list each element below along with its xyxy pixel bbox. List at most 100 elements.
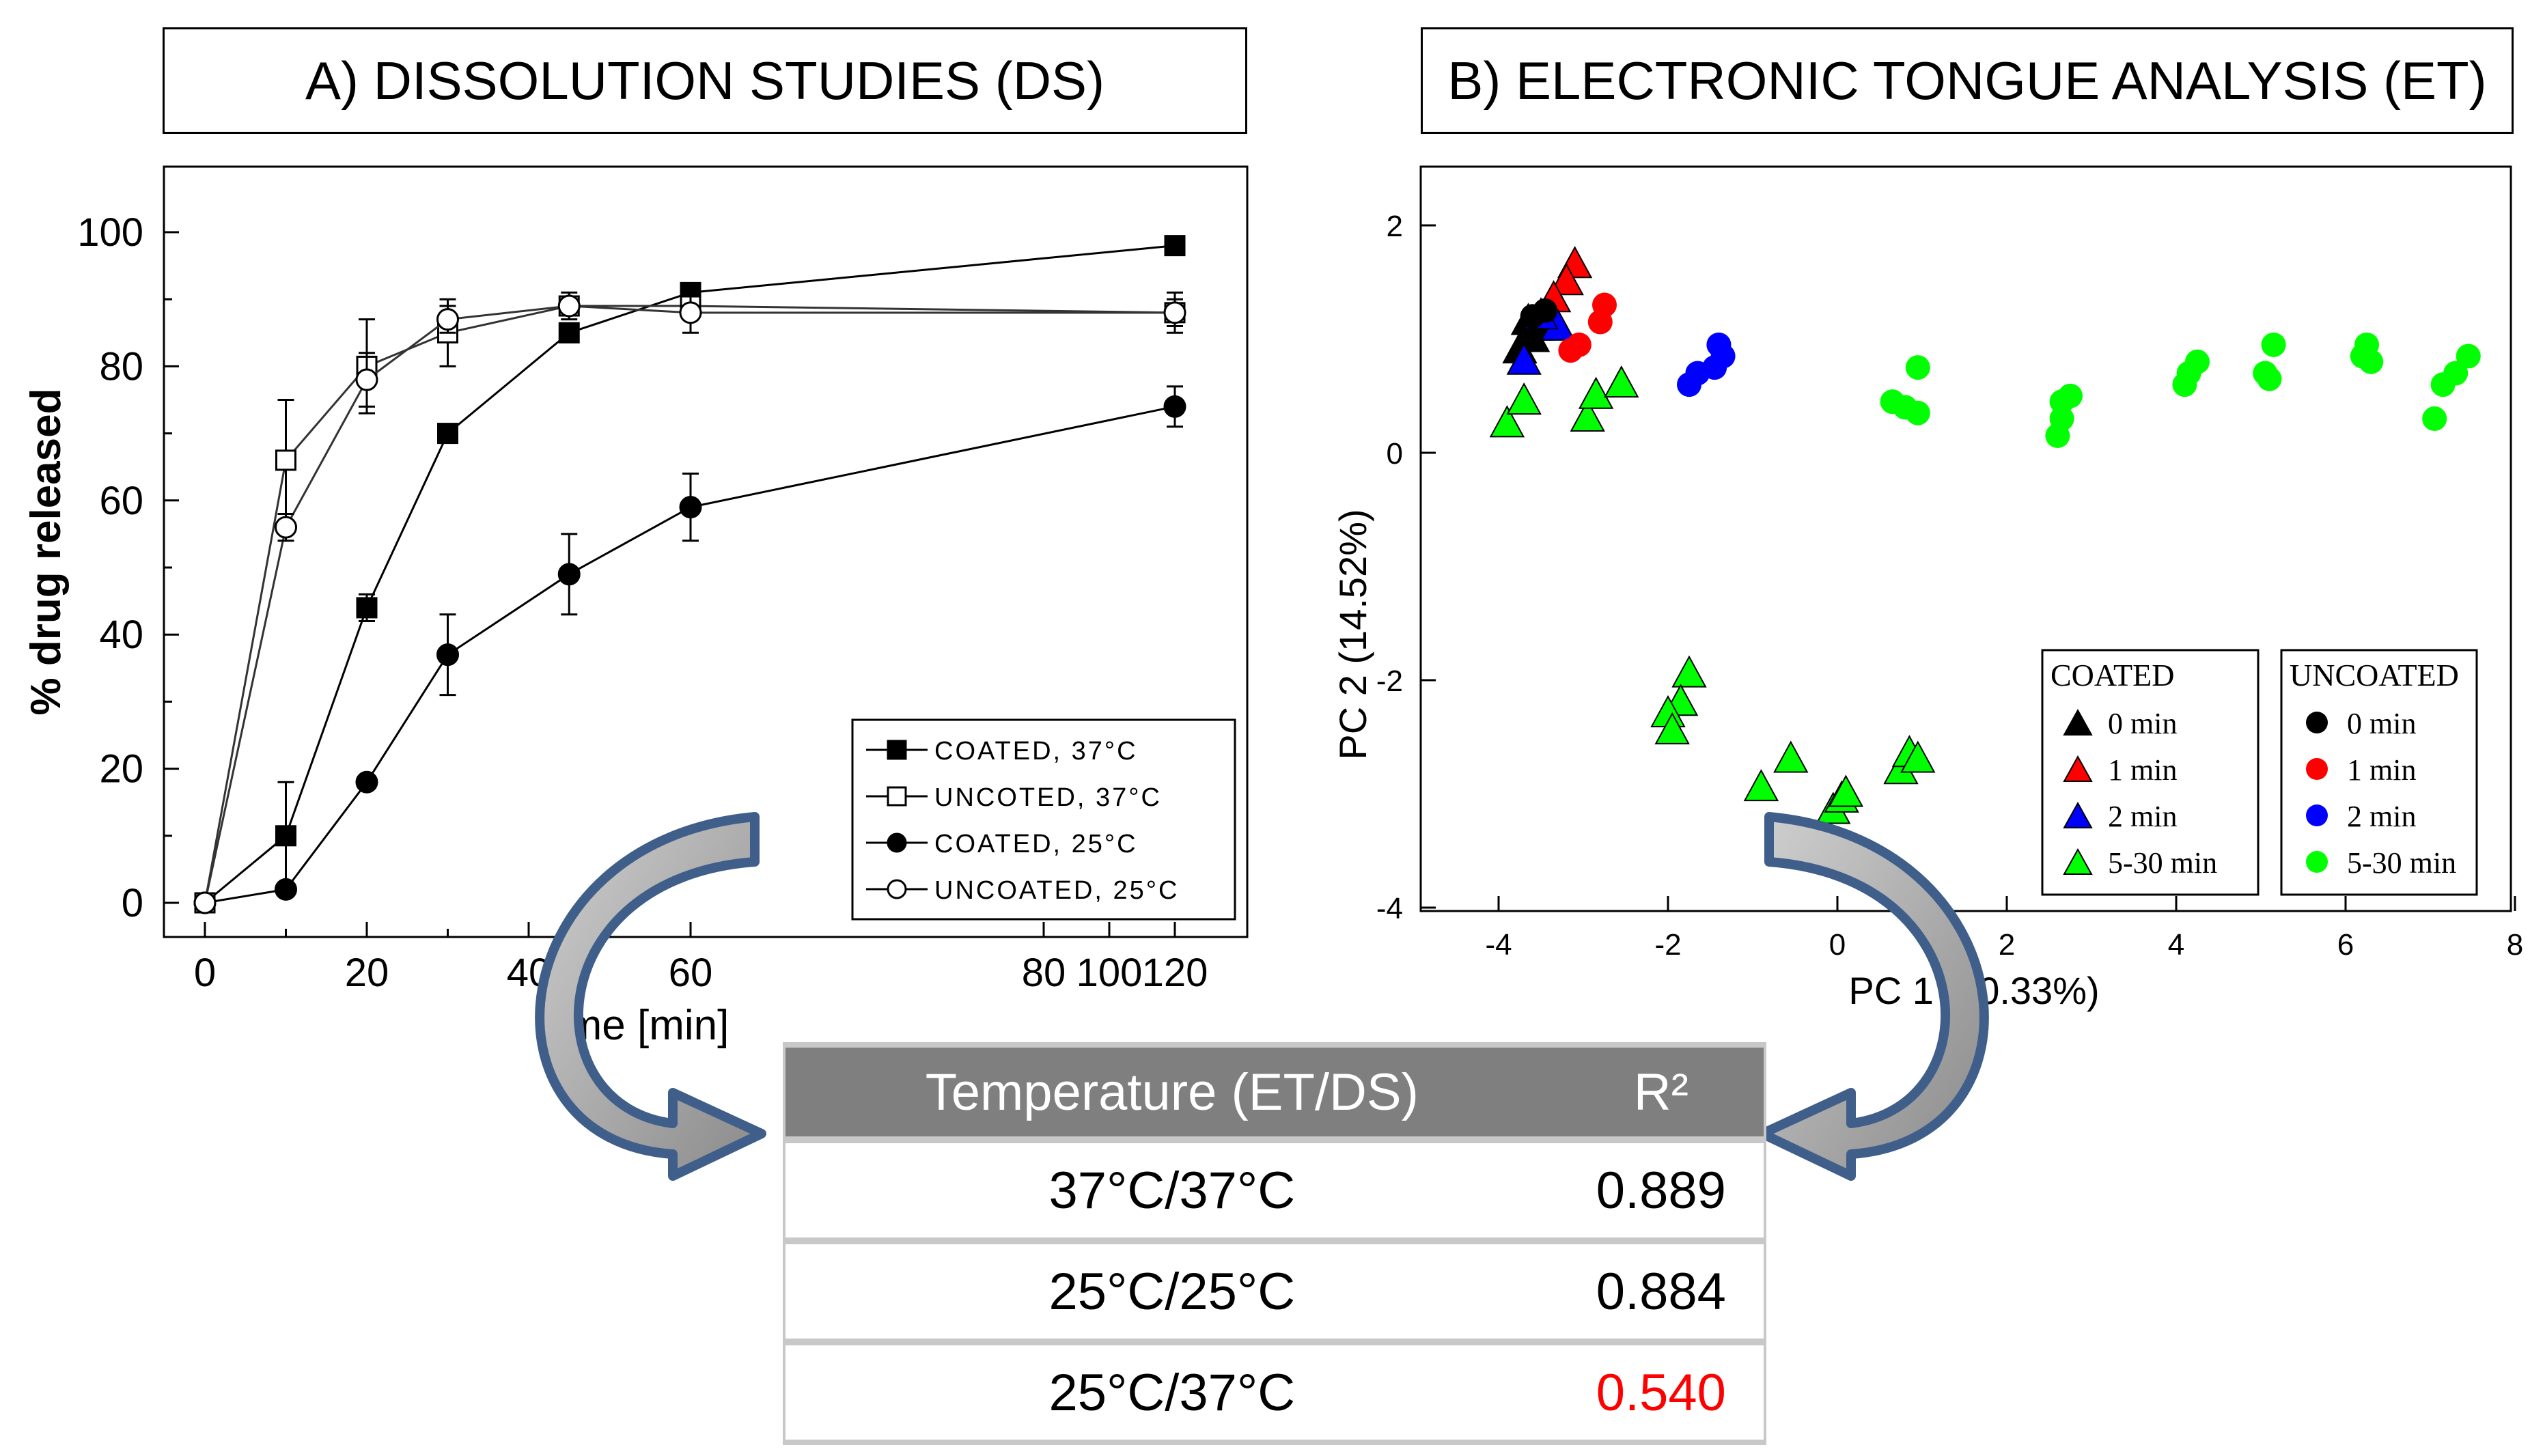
data-point [2058,383,2083,408]
data-point [275,825,296,847]
data-point [436,308,459,331]
data-point [355,368,378,391]
y-tick-label: 60 [99,479,143,523]
data-point [1587,309,1613,335]
data-point [1506,382,1542,415]
circle-series-3 [1677,332,1736,397]
data-point [437,423,458,445]
legend-label: COATED, 37°C [934,737,1138,766]
legend-marker [2063,755,2093,782]
data-point [557,294,581,318]
data-point [1743,769,1779,802]
x-tick-label: 120 [1142,951,1208,995]
legend-marker [887,740,907,760]
data-point [1506,342,1542,375]
data-point [2257,366,2282,391]
data-point [1671,655,1707,688]
legend-title: UNCOATED [2290,658,2459,692]
legend-marker [2063,801,2093,828]
legend-marker [887,832,907,853]
legend: COATED, 37°C UNCOTED, 37°C COATED, 25°C UNC… [851,718,1236,921]
legend-label: UNCOTED, 37°C [934,783,1162,812]
data-point [2049,406,2074,432]
y-tick-label: 100 [77,210,143,255]
legend-label: 1 min [2347,753,2416,787]
legend-label: 2 min [2108,800,2177,833]
data-point [1489,405,1525,438]
data-point [679,301,702,324]
table-row: 37°C/37°C 0.889 [786,1139,1764,1237]
data-point [1164,235,1186,257]
legend-label: 1 min [2108,753,2177,787]
legend-label: COATED, 25°C [934,830,1138,858]
data-point [1548,263,1584,296]
data-point [679,496,702,519]
data-point [356,597,378,619]
x-tick-label: 60 [669,951,713,995]
y-tick-label: -2 [1376,664,1403,698]
data-point [1900,740,1936,773]
legend-label: UNCOATED, 25°C [934,876,1179,905]
data-point [436,643,459,667]
legend-marker [2306,712,2328,733]
triangle-series-4 [1489,365,1936,824]
legend-label: 0 min [2108,707,2177,740]
data-point [1163,395,1186,418]
row-1-r2: 0.889 [1558,1139,1764,1237]
data-point [2443,361,2469,386]
y-tick-label: 2 [1387,210,1403,243]
x-tick-label: 20 [345,951,389,995]
data-point [558,322,580,344]
y-tick-label: -4 [1376,892,1403,925]
table-header-row: Temperature (ET/DS) R² [786,1048,1764,1136]
data-point [1533,298,1558,323]
x-tick-label: 2 [1999,928,2015,962]
panel-b-title-text: B) ELECTRONIC TONGUE ANALYSIS (ET) [1447,50,2487,111]
x-tick-label: 0 [1829,928,1846,962]
legend-marker [2306,758,2328,780]
right-curved-arrow [1757,812,1989,1181]
data-point [1710,344,1736,369]
col-temperature-header: Temperature (ET/DS) [786,1048,1559,1136]
col-r2-header: R² [1558,1048,1764,1136]
panel-a-title: A) DISSOLUTION STUDIES (DS) [163,27,1247,134]
y-tick-label: 80 [99,344,143,389]
left-curved-arrow [535,812,766,1181]
legend-marker [2063,848,2093,875]
row-2-temperature: 25°C/25°C [786,1240,1559,1339]
y-axis-label: % drug released [23,389,70,716]
data-point [2185,349,2210,374]
x-tick-label: 8 [2507,928,2523,962]
data-point [355,770,378,794]
table-row: 25°C/37°C 0.540 [786,1341,1764,1440]
legend-coated: COATED 0 min 1 min 2 min 5-30 min [2041,649,2260,896]
data-point [2359,349,2384,374]
row-3-r2: 0.540 [1558,1341,1764,1440]
plot-frame [163,165,1249,938]
data-point [1558,338,1583,363]
data-point [1905,400,1930,425]
data-point [1828,774,1864,807]
x-tick-label: 4 [2168,928,2184,962]
legend-label: 5-30 min [2108,846,2217,880]
y-tick-label: 0 [1387,437,1403,471]
legend-title: COATED [2051,658,2174,692]
data-point [275,449,296,471]
legend-marker [2306,851,2328,873]
correlation-table: Temperature (ET/DS) R² 37°C/37°C 0.889 2… [783,1042,1766,1445]
circle-series-4 [1880,332,2481,449]
x-tick-label: -2 [1654,928,1681,962]
row-3-temperature: 25°C/37°C [786,1341,1559,1440]
data-point [1905,355,1930,380]
x-tick-label: 80 [1022,951,1066,995]
legend-frame [851,718,1236,921]
data-point [1578,376,1614,409]
data-point [1654,712,1690,744]
data-point [2422,406,2447,432]
y-tick-label: 40 [99,613,143,657]
y-tick-label: 20 [99,747,143,792]
row-2-r2: 0.884 [1558,1240,1764,1339]
data-point [1570,399,1605,432]
